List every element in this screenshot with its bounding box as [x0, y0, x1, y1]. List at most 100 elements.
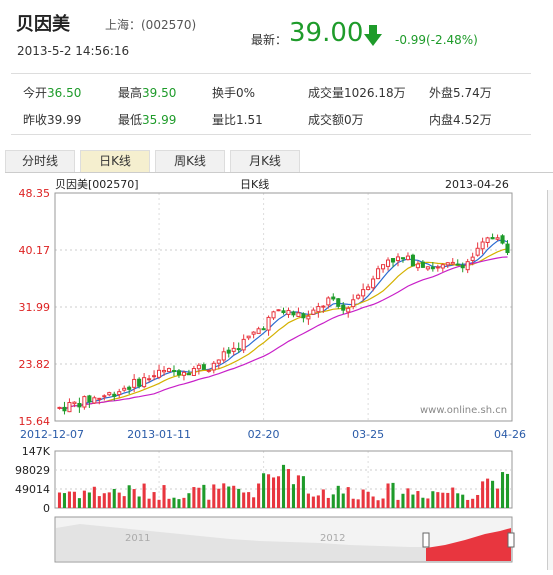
volume-bar: [276, 476, 281, 508]
candle: [137, 377, 142, 389]
overview-right-handle[interactable]: [507, 532, 515, 548]
candle: [306, 310, 311, 325]
candle: [117, 388, 122, 398]
tab-weekly-k[interactable]: 周K线: [155, 150, 225, 172]
volume-bar: [152, 492, 156, 508]
candle: [326, 296, 331, 309]
overview-pane: [54, 516, 513, 563]
volume-bar: [227, 486, 231, 508]
ma5-line: [59, 239, 508, 410]
tab-intraday[interactable]: 分时线: [5, 150, 75, 172]
candle: [376, 265, 381, 280]
chart-date: 2013-04-26: [445, 178, 509, 191]
volume-bar: [137, 496, 141, 508]
candle: [147, 375, 152, 383]
candle: [142, 373, 147, 389]
candle: [87, 394, 92, 408]
candle: [112, 391, 117, 401]
ma20-line: [59, 256, 508, 410]
outer-cell: 外盘5.74万: [429, 84, 492, 101]
price-tick-label: 40.17: [19, 244, 51, 257]
quote-table: 今开36.50 最高39.50 换手0% 成交量1026.18万 外盘5.74万…: [11, 73, 531, 135]
volume-bar: [281, 464, 286, 508]
candle: [311, 307, 316, 315]
candle: [97, 397, 102, 405]
candle: [152, 370, 157, 381]
volume-bar: [496, 488, 500, 508]
candle: [445, 262, 450, 269]
volume-pane: [54, 450, 513, 509]
candle: [455, 259, 460, 266]
candle: [450, 258, 455, 266]
candle: [231, 342, 236, 356]
volume-bar: [326, 497, 330, 508]
turnover-label: 换手: [212, 86, 237, 100]
volume-bar: [456, 493, 460, 508]
volume-tick-label: 0: [43, 502, 50, 515]
candle: [276, 309, 281, 312]
candle: [241, 334, 246, 354]
volume-bar: [401, 493, 405, 508]
candle: [181, 370, 186, 381]
candle: [405, 252, 410, 261]
volume-bar: [162, 485, 166, 508]
volume-bar: [262, 473, 266, 508]
tab-daily-k[interactable]: 日K线: [80, 150, 150, 172]
volume-bar: [127, 485, 131, 508]
open-value: 36.50: [47, 86, 82, 100]
candle: [266, 315, 271, 336]
volume-bar: [336, 485, 340, 508]
volume-bar: [321, 489, 325, 508]
candle: [500, 234, 505, 245]
candle: [361, 283, 366, 301]
volume-bar: [406, 488, 410, 508]
prevclose-value: 39.99: [47, 113, 82, 127]
volume-bar: [311, 496, 315, 508]
open-cell: 今开36.50: [23, 84, 81, 101]
volume-bar: [92, 486, 96, 508]
candle: [72, 401, 77, 408]
volume-bar: [222, 483, 226, 508]
volume-bar: [346, 487, 350, 508]
watermark: www.online.sh.cn: [420, 405, 507, 416]
prevclose-cell: 昨收39.99: [23, 111, 81, 128]
volume-bar: [142, 483, 146, 508]
volume-bar: [122, 496, 126, 508]
volume-bar: [471, 498, 475, 508]
volume-bar: [466, 499, 470, 508]
latest-price: 39.00: [289, 18, 364, 48]
volume-bar: [182, 497, 186, 508]
candle: [251, 331, 256, 339]
volume-label: 成交量: [308, 86, 345, 100]
chart-tabs: 分时线 日K线 周K线 月K线: [5, 150, 553, 173]
volume-bar: [341, 493, 345, 508]
tab-monthly-k[interactable]: 月K线: [230, 150, 300, 172]
candle: [186, 369, 191, 376]
x-tick-label: 03-25: [352, 428, 384, 441]
price-tick-label: 15.64: [19, 415, 51, 428]
candle: [206, 369, 211, 373]
volume-bar: [361, 489, 365, 508]
amount-value: 0万: [344, 113, 364, 127]
candle: [480, 237, 485, 255]
volume-bar: [351, 498, 355, 508]
candle: [366, 284, 371, 291]
candle: [62, 401, 67, 415]
volume-bar: [57, 492, 62, 508]
volume-bar: [331, 494, 335, 508]
volume-bar: [147, 498, 151, 508]
candle: [400, 257, 406, 263]
volume-bar: [62, 493, 67, 508]
overview-selected-range: [426, 528, 511, 561]
exchange-code: 上海：(002570): [105, 18, 197, 32]
overview-left-handle[interactable]: [422, 532, 430, 548]
candle: [171, 365, 177, 377]
inner-label: 内盘: [429, 113, 454, 127]
candle: [261, 326, 266, 331]
x-tick-label: 02-20: [248, 428, 280, 441]
candle: [191, 365, 196, 376]
right-scrollbar[interactable]: [547, 190, 553, 570]
volume-bar: [132, 489, 136, 508]
prevclose-label: 昨收: [23, 113, 48, 127]
volume-bar: [267, 474, 271, 508]
